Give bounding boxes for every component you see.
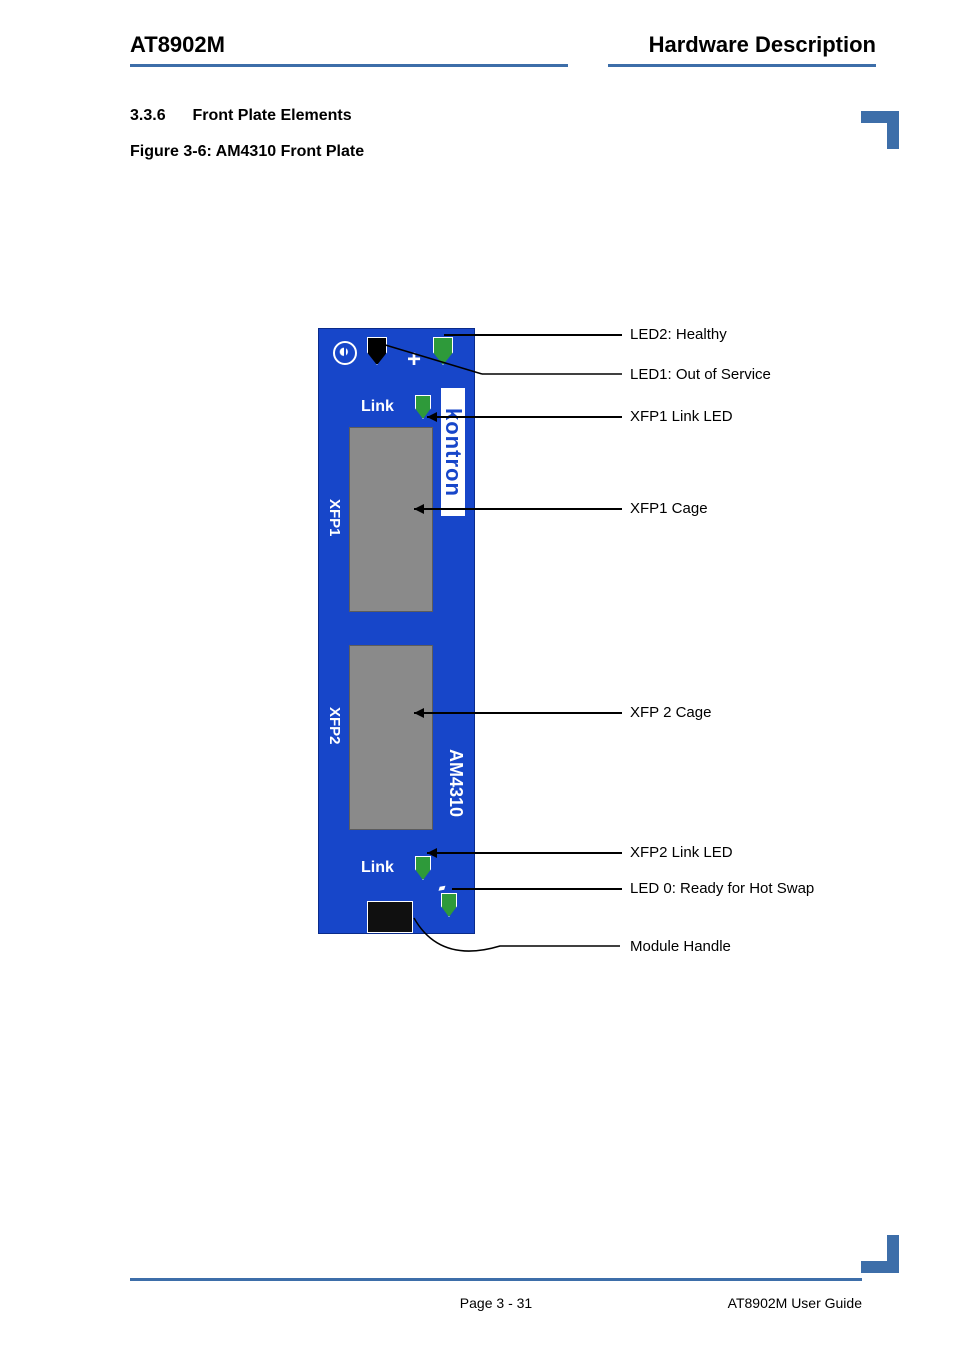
callout-line-xfp2-link <box>427 852 622 854</box>
module-handle <box>367 901 413 933</box>
pcb-mark-icon: ▰ <box>437 881 456 894</box>
callout-line-xfp2-cage <box>414 712 622 714</box>
callout-line-xfp1-cage <box>414 508 622 510</box>
callout-label-led1: LED1: Out of Service <box>630 366 771 383</box>
xfp1-label: XFP1 <box>326 499 343 537</box>
callout-line-led1 <box>368 320 628 380</box>
footer-page-number: Page 3 - 31 <box>460 1295 532 1311</box>
callout-arrow-xfp1-link <box>427 412 437 422</box>
callout-label-handle: Module Handle <box>630 938 731 955</box>
page-footer: Page 3 - 31 AT8902M User Guide <box>130 1295 862 1311</box>
callout-label-xfp1-cage: XFP1 Cage <box>630 500 708 517</box>
footer-rule <box>130 1278 862 1281</box>
callout-label-xfp2-link: XFP2 Link LED <box>630 844 733 861</box>
callout-label-xfp1-link: XFP1 Link LED <box>630 408 733 425</box>
model-label: AM4310 <box>445 749 466 817</box>
callout-arrow-xfp1-cage <box>414 504 424 514</box>
link-bot-label: Link <box>361 859 394 877</box>
xfp2-cage <box>349 645 433 830</box>
front-plate-diagram: + Link kontron XFP1 XFP2 AM4310 Link ▰ L… <box>318 312 874 977</box>
header-rule <box>130 64 876 67</box>
xfp2-label: XFP2 <box>326 707 343 745</box>
corner-marker-icon <box>861 111 899 149</box>
link-top-label: Link <box>361 398 394 416</box>
callout-arrow-xfp2-link <box>427 848 437 858</box>
header-right: Hardware Description <box>649 32 876 58</box>
callout-label-led0: LED 0: Ready for Hot Swap <box>630 880 814 897</box>
footer-guide-name: AT8902M User Guide <box>728 1295 862 1311</box>
corner-marker-bottom-icon <box>861 1235 899 1273</box>
section-heading: 3.3.6 Front Plate Elements <box>130 107 876 125</box>
figure-caption: Figure 3-6: AM4310 Front Plate <box>130 143 876 161</box>
brand-label: kontron <box>441 388 465 516</box>
front-plate: + Link kontron XFP1 XFP2 AM4310 Link ▰ <box>318 328 475 934</box>
section-number: 3.3.6 <box>130 107 188 125</box>
xfp1-cage <box>349 427 433 612</box>
callout-line-handle <box>410 912 620 972</box>
callout-label-xfp2-cage: XFP 2 Cage <box>630 704 711 721</box>
callout-arrow-xfp2-cage <box>414 708 424 718</box>
callout-label-led2: LED2: Healthy <box>630 326 727 343</box>
callout-line-xfp1-link <box>427 416 622 418</box>
screw-icon <box>333 341 357 365</box>
page-header: AT8902M Hardware Description <box>130 32 876 58</box>
callout-line-led0 <box>452 888 622 890</box>
header-left: AT8902M <box>130 32 225 58</box>
xfp2-link-led-indicator <box>415 856 431 880</box>
section-title: Front Plate Elements <box>192 107 351 124</box>
